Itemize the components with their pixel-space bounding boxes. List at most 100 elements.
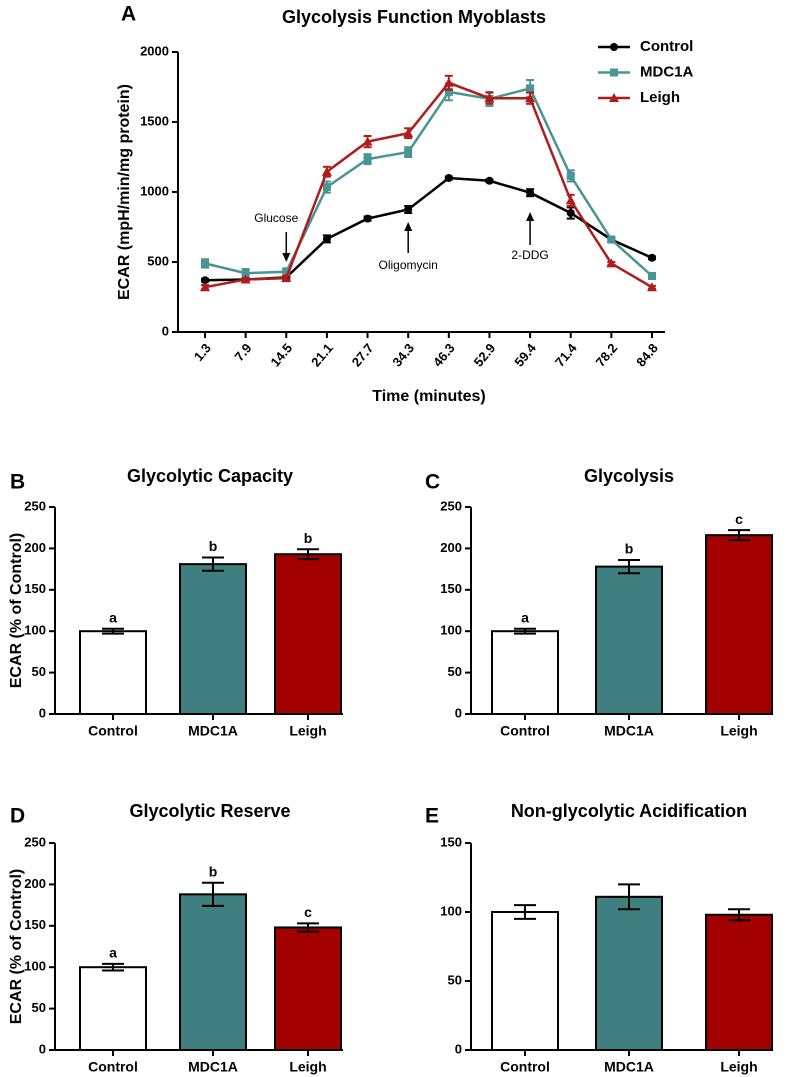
bar [179,563,247,716]
marker [648,272,656,280]
marker [403,128,414,138]
marker [201,276,209,285]
marker [443,77,454,87]
bar [491,911,559,1051]
y-tick-label: 200 [24,876,46,891]
y-tick-label: 1000 [140,183,169,198]
marker [282,267,291,276]
panel-label: A [121,3,136,26]
marker [200,282,210,292]
y-tick-label: 50 [448,664,462,679]
y-tick-label: 100 [24,959,46,974]
marker [566,209,575,217]
bar [79,630,147,716]
x-tick-label: MDC1A [188,1059,238,1075]
x-tick-label: 78.2 [593,340,621,369]
y-tick-label: 0 [455,1041,462,1056]
legend-marker [610,43,618,51]
bar [705,913,773,1052]
x-axis-label: Time (minutes) [372,388,486,405]
x-tick-label: Control [500,723,550,739]
chart-title: Non-glycolytic Acidification [511,801,747,821]
marker [648,253,656,262]
marker [485,176,494,185]
marker [484,93,495,103]
marker [241,269,250,278]
y-tick-label: 150 [24,581,46,596]
x-tick-label: MDC1A [604,723,654,739]
y-tick-label: 50 [32,664,46,679]
legend-marker [609,93,619,102]
x-tick-label: 34.3 [389,340,417,369]
significance-letter: b [209,863,218,879]
significance-letter: b [625,541,634,557]
legend-marker [610,68,618,77]
annotation: 2-DDG [511,248,548,262]
significance-letter: a [109,945,117,961]
significance-letter: b [304,530,313,546]
marker [362,136,373,146]
y-tick-label: 500 [147,253,169,268]
marker [444,87,453,96]
y-tick-label: 0 [39,1041,46,1056]
chart-title: Glycolytic Reserve [129,801,290,821]
legend-label: Leigh [640,89,680,106]
bar [705,534,773,715]
marker [525,93,536,103]
marker [606,258,617,268]
x-tick-label: 46.3 [430,340,458,369]
marker [566,171,575,180]
significance-letter: c [304,904,312,920]
series-line [204,86,653,277]
x-tick-label: 7.9 [231,340,254,363]
marker [322,234,331,243]
panel-label: D [10,805,25,828]
significance-letter: a [109,609,117,625]
x-tick-label: 52.9 [471,340,499,369]
x-tick-label: Leigh [289,1059,326,1075]
marker [647,282,657,292]
chart-title: Glycolysis Function Myoblasts [282,7,546,27]
marker [363,155,372,164]
y-tick-label: 0 [455,705,462,720]
x-tick-label: 84.8 [633,340,661,369]
bar [274,553,342,715]
marker [281,273,292,283]
y-axis-label: ECAR (% of Control) [8,869,25,1025]
x-tick-label: 71.4 [552,340,580,370]
marker [444,174,453,182]
y-tick-label: 2000 [140,43,169,58]
x-tick-label: 21.1 [308,340,336,369]
significance-letter: b [209,538,218,554]
legend-label: MDC1A [640,63,694,80]
x-tick-label: 1.3 [191,340,214,363]
arrow-head [282,253,291,262]
marker [526,84,535,93]
bar [491,630,559,716]
x-tick-label: 27.7 [349,340,377,369]
chart-title: Glycolytic Capacity [127,466,293,486]
marker [322,183,331,192]
x-tick-label: 14.5 [267,340,295,369]
arrow-head [404,222,413,231]
marker [404,148,413,157]
y-tick-label: 150 [440,581,462,596]
y-tick-label: 150 [440,834,462,849]
significance-letter: a [521,609,529,625]
marker [321,166,332,176]
bar [595,895,663,1051]
y-tick-label: 100 [440,903,462,918]
annotation: Oligomycin [379,258,438,272]
arrow-head [526,212,535,221]
y-axis-label: ECAR (% of Control) [8,533,25,689]
series-line [204,81,653,289]
x-tick-label: 59.4 [511,340,539,370]
y-tick-label: 0 [39,705,46,720]
marker [201,259,209,268]
y-tick-label: 100 [440,623,462,638]
marker [526,188,535,197]
x-tick-label: Control [88,723,138,739]
annotation: Glucose [254,211,298,225]
x-tick-label: Control [88,1059,138,1075]
